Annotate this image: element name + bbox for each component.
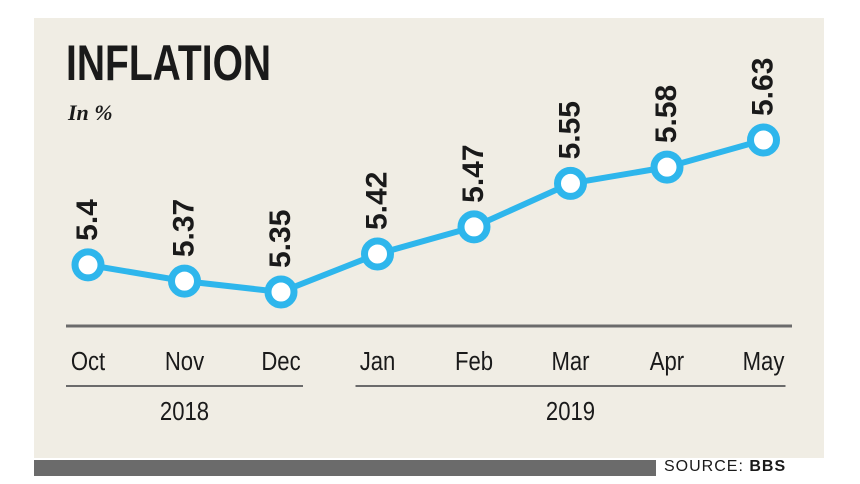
data-label: 5.47 [457, 144, 490, 202]
x-tick-label: Apr [650, 347, 684, 376]
data-point [264, 275, 298, 309]
x-tick-label: Mar [551, 347, 589, 376]
data-point [361, 237, 394, 271]
data-label: 5.37 [168, 199, 201, 257]
data-label: 5.58 [650, 85, 683, 143]
data-point [168, 264, 201, 298]
data-point [747, 123, 780, 157]
footer-bar [34, 460, 656, 476]
x-tick-label: Feb [455, 347, 493, 376]
data-point [554, 166, 587, 200]
source-credit: SOURCE: BBS [664, 458, 786, 476]
data-label: 5.63 [747, 58, 780, 116]
chart-title: INFLATION [66, 35, 272, 91]
x-tick-label: May [743, 347, 785, 376]
data-point [650, 150, 684, 184]
data-label: 5.42 [361, 172, 394, 230]
year-group-label: 2019 [546, 397, 595, 426]
data-point [457, 210, 491, 244]
data-label: 5.4 [71, 199, 104, 241]
x-tick-label: Dec [261, 347, 300, 376]
year-group-label: 2018 [160, 397, 209, 426]
data-point [71, 248, 105, 282]
chart-subtitle: In % [68, 100, 113, 125]
x-tick-label: Nov [165, 347, 204, 376]
data-label: 5.35 [264, 210, 297, 268]
x-tick-label: Jan [360, 347, 396, 376]
data-label: 5.55 [554, 101, 587, 159]
source-prefix: SOURCE: [664, 458, 750, 475]
x-tick-label: Oct [71, 347, 106, 376]
source-name: BBS [749, 458, 787, 475]
